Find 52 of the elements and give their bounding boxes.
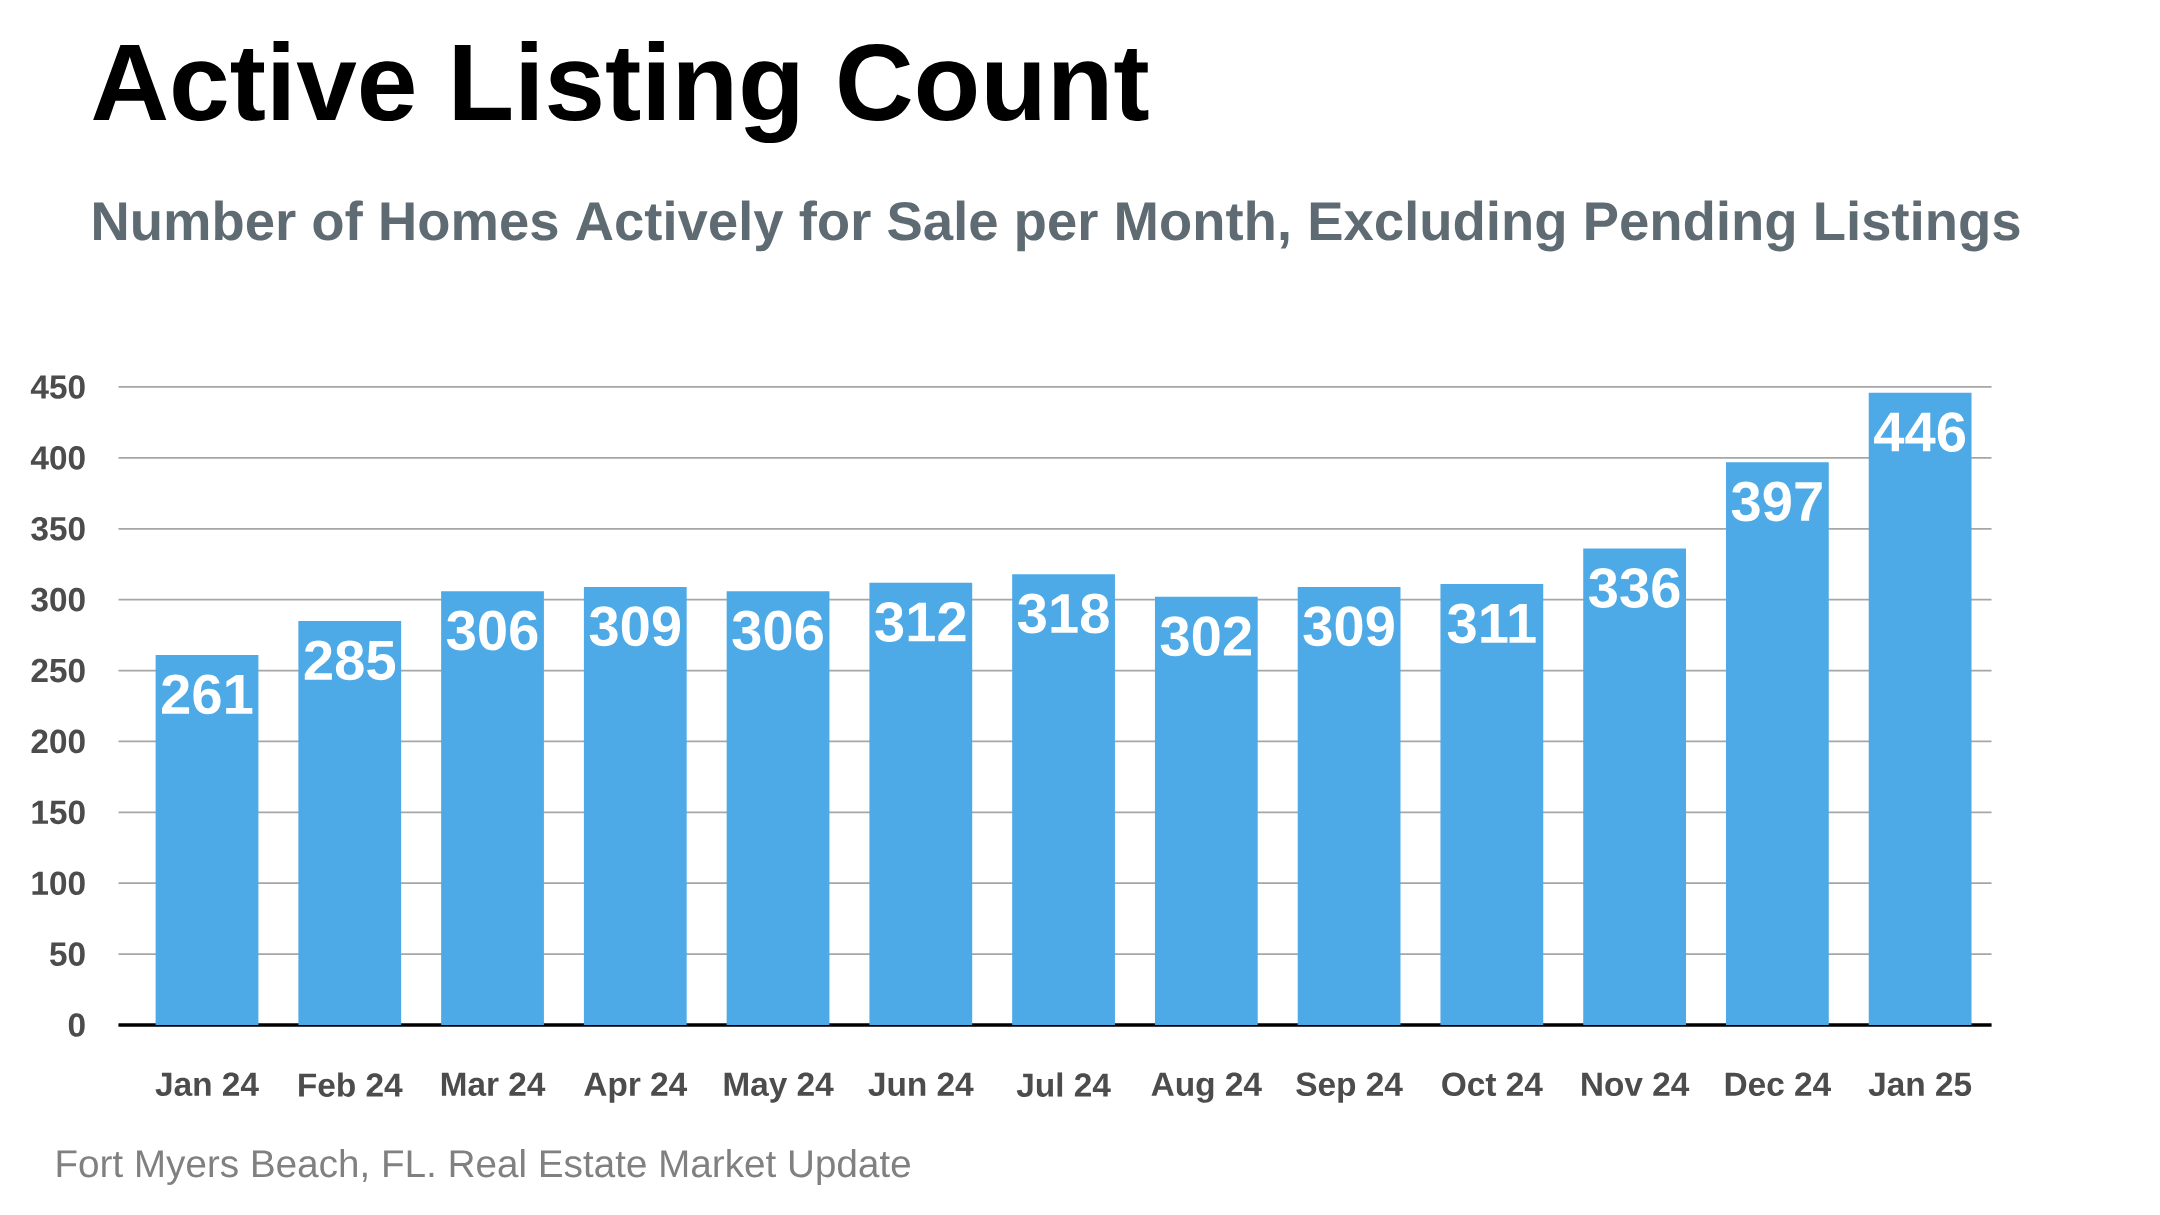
y-tick-label: 50	[49, 942, 85, 966]
x-tick-label: Jul 24	[1016, 1072, 1111, 1097]
chart-title: Active Listing Count	[93, 41, 1149, 144]
bar	[1725, 462, 1829, 1025]
bar	[1868, 392, 1972, 1025]
text: Fort Myers Beach, FL. Real Estate Market Update	[57, 1149, 910, 1185]
data-label: 302	[1160, 616, 1251, 657]
bar	[1440, 584, 1544, 1025]
y-tick-label: 0	[68, 1013, 85, 1037]
y-tick-label: 200	[31, 729, 85, 754]
data-label: 311	[1447, 603, 1536, 644]
x-tick-label: Dec 24	[1725, 1072, 1831, 1097]
data-label: 261	[162, 674, 253, 715]
data-label: 397	[1731, 481, 1822, 522]
bar	[583, 586, 687, 1025]
bar	[1012, 574, 1115, 1025]
x-tick-label: Mar 24	[441, 1072, 546, 1097]
data-label: 285	[304, 640, 396, 681]
x-tick-label: Sep 24	[1296, 1072, 1403, 1103]
x-tick-label: Apr 24	[584, 1072, 688, 1103]
y-tick-label: 150	[32, 800, 85, 825]
x-tick-label: May 24	[724, 1072, 834, 1103]
data-label: 446	[1874, 412, 1965, 452]
x-tick-label: Jan 25	[1868, 1072, 1972, 1097]
bar	[869, 582, 973, 1025]
data-label: 318	[1017, 593, 1109, 634]
bar	[441, 591, 544, 1025]
data-label: 336	[1588, 568, 1680, 608]
bar	[155, 654, 259, 1025]
x-tick-label: Feb 24	[299, 1072, 403, 1097]
y-tick-label: 300	[31, 587, 85, 612]
bar	[298, 620, 402, 1025]
x-tick-label: Aug 24	[1151, 1072, 1262, 1103]
bar	[1583, 548, 1687, 1025]
x-tick-label: Jan 24	[155, 1072, 259, 1097]
x-tick-label: Oct 24	[1442, 1072, 1543, 1097]
data-label: 312	[875, 602, 966, 642]
data-label: 309	[1303, 606, 1394, 647]
bar	[1154, 596, 1258, 1025]
bar	[726, 591, 830, 1025]
x-tick-label: Jun 24	[868, 1072, 974, 1097]
y-tick-label: 450	[30, 375, 85, 399]
chart-subtitle: Number of Homes Actively for Sale per Month, Excluding Pending Listings	[94, 200, 2020, 252]
data-label: 306	[732, 610, 823, 651]
y-tick-label: 350	[31, 516, 85, 541]
x-tick-label: Nov 24	[1582, 1072, 1690, 1097]
bar	[1297, 586, 1401, 1025]
y-tick-label: 400	[30, 446, 85, 470]
data-label: 306	[446, 610, 538, 651]
y-tick-label: 250	[31, 658, 85, 683]
data-label: 309	[589, 606, 681, 647]
y-tick-label: 100	[32, 871, 85, 896]
